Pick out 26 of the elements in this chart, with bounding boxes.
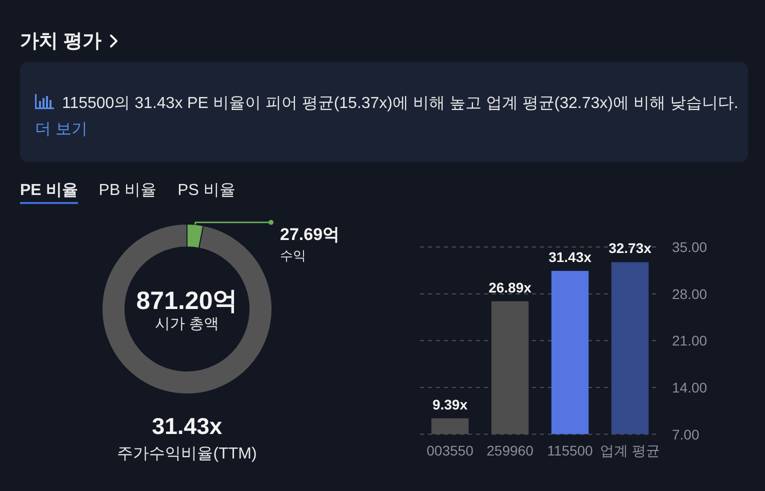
text: 31.43x: [152, 413, 222, 439]
text: PE 비율: [20, 180, 78, 204]
y-tick-label: 21.00: [672, 332, 708, 349]
data-label: 31.43x: [548, 248, 592, 265]
text: 주가수익비율(TTM): [117, 446, 257, 462]
x-tick-label: 115500: [547, 442, 594, 458]
data-label: 32.73x: [608, 240, 652, 256]
y-tick-label: 14.00: [672, 379, 708, 396]
slice-label: 시가 총액: [154, 316, 220, 332]
x-tick-label: 업계 평균: [600, 442, 660, 458]
x-tick-label: 259960: [486, 442, 534, 458]
text: 더 보기: [35, 120, 88, 140]
donut-slice: [102, 224, 272, 394]
text: PB 비율: [98, 181, 157, 201]
text: 가치 평가: [20, 31, 102, 52]
x-tick-label: 003550: [426, 442, 474, 458]
data-label: 27.69억: [280, 224, 340, 244]
text: 115500의 31.43x PE 비율이 피어 평균(15.37x)에 비해 높고 업계 평균(32.73x)에 비해 낮습니다.: [62, 95, 738, 112]
y-tick-label: 28.00: [672, 286, 708, 302]
y-tick-label: 7.00: [672, 426, 700, 442]
data-label: 26.89x: [488, 279, 532, 296]
text: PS 비율: [178, 181, 236, 201]
data-label: 9.39x: [432, 396, 468, 412]
slice-label: 수익: [280, 248, 306, 263]
y-tick-label: 35.00: [672, 239, 708, 255]
data-label: 871.20억: [136, 287, 238, 315]
